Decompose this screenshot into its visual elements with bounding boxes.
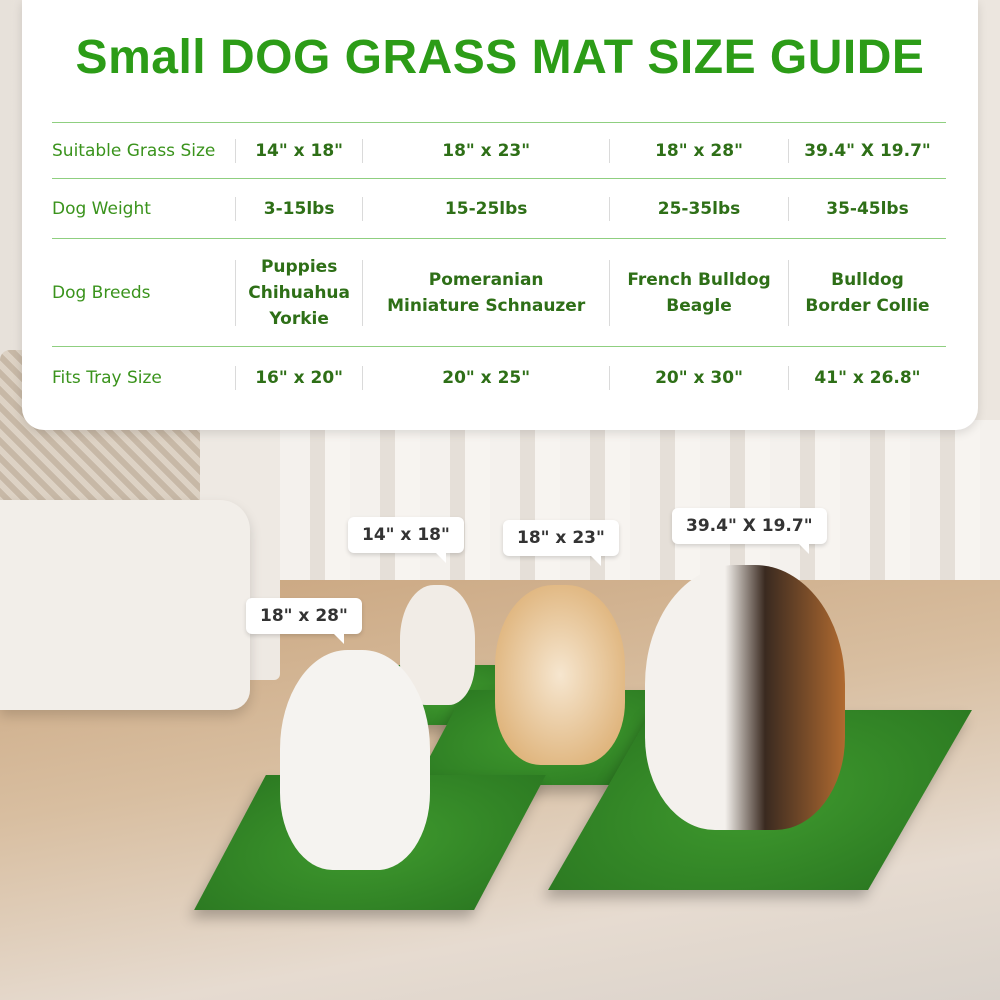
sofa (0, 350, 280, 790)
table-row: Dog Weight 3-15lbs 15-25lbs 25-35lbs 35-… (52, 178, 946, 239)
row-label: Dog Weight (52, 198, 151, 219)
cell: 3-15lbs (263, 198, 335, 219)
cell: 18" x 23" (442, 140, 531, 161)
cell: 41" x 26.8" (814, 367, 921, 388)
beagle (645, 565, 845, 830)
cell: Bulldog Border Collie (805, 269, 930, 316)
french-bulldog (280, 650, 430, 870)
cell: 14" x 18" (255, 140, 344, 161)
cell: 35-45lbs (826, 198, 909, 219)
size-bubble-18x28: 18" x 28" (246, 598, 362, 644)
table-row: Dog Breeds Puppies Chihuahua Yorkie Pomera… (52, 238, 946, 347)
size-bubble-39x19: 39.4" X 19.7" (672, 508, 827, 554)
cell: 15-25lbs (444, 198, 528, 219)
row-label: Fits Tray Size (52, 367, 162, 388)
cell: 18" x 28" (655, 140, 743, 161)
table-row: Fits Tray Size 16" x 20" 20" x 25" 20" x… (52, 346, 946, 409)
size-bubble-18x23: 18" x 23" (503, 520, 619, 566)
pomeranian (495, 585, 625, 765)
cell: 20" x 30" (655, 367, 743, 388)
cell: 20" x 25" (442, 367, 531, 388)
cell: 39.4" X 19.7" (804, 140, 931, 161)
row-label: Dog Breeds (52, 282, 151, 303)
cell: French Bulldog Beagle (627, 269, 771, 316)
size-table: Suitable Grass Size 14" x 18" 18" x 23" … (52, 122, 946, 409)
table-row: Suitable Grass Size 14" x 18" 18" x 23" … (52, 122, 946, 179)
page-title: Small DOG GRASS MAT SIZE GUIDE (75, 31, 925, 84)
cell: 25-35lbs (657, 198, 741, 219)
cell: Pomeranian Miniature Schnauzer (387, 269, 586, 316)
row-label: Suitable Grass Size (52, 140, 216, 161)
size-bubble-14x18: 14" x 18" (348, 517, 464, 563)
cell: 16" x 20" (255, 367, 344, 388)
cell: Puppies Chihuahua Yorkie (248, 256, 351, 329)
size-guide-card: Small DOG GRASS MAT SIZE GUIDE Suitable … (22, 0, 978, 430)
